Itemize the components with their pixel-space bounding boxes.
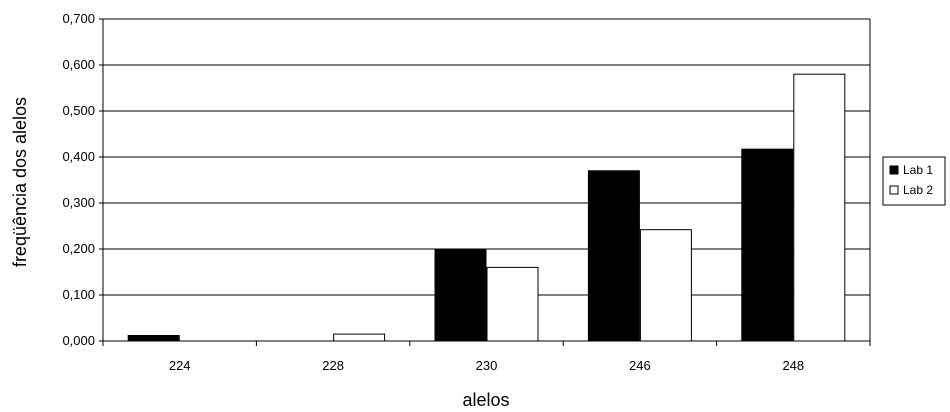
bar-lab-1-248 xyxy=(741,148,794,342)
y-tick-labels: 0,000 0,100 0,200 0,300 0,400 0,500 0,600 0,700 xyxy=(62,11,103,348)
y-tick-label: 0,600 xyxy=(62,57,95,72)
bar-lab-2-230 xyxy=(486,266,539,342)
bars xyxy=(127,73,846,342)
y-tick-label: 0,000 xyxy=(62,333,95,348)
x-tick-label: 228 xyxy=(322,358,344,373)
y-tick-label: 0,400 xyxy=(62,149,95,164)
y-axis-title: freqüência dos alelos xyxy=(10,97,30,267)
x-tick-labels: 224 228 230 246 248 xyxy=(102,341,871,373)
legend-label-lab-2: Lab 2 xyxy=(903,183,933,197)
x-axis-title: alelos xyxy=(462,390,509,410)
legend-swatch-lab-2 xyxy=(889,185,899,195)
x-tick-label: 230 xyxy=(476,358,498,373)
gridlines xyxy=(103,18,870,296)
legend-swatch-lab-1 xyxy=(889,165,899,175)
bar-lab-2-228 xyxy=(333,333,386,342)
y-tick-label: 0,700 xyxy=(62,11,95,26)
x-tick-label: 224 xyxy=(169,358,191,373)
bar-lab-1-246 xyxy=(587,170,640,342)
bar-lab-2-248 xyxy=(793,73,846,342)
x-tick-label: 248 xyxy=(782,358,804,373)
y-tick-label: 0,200 xyxy=(62,241,95,256)
legend-frame xyxy=(882,156,946,206)
legend-label-lab-1: Lab 1 xyxy=(903,163,933,177)
bar-lab-2-246 xyxy=(639,229,692,342)
legend: Lab 1 Lab 2 xyxy=(882,156,946,206)
bar-lab-1-224 xyxy=(127,334,180,342)
x-tick-label: 246 xyxy=(629,358,651,373)
y-tick-label: 0,100 xyxy=(62,287,95,302)
axes xyxy=(102,19,871,342)
bar-lab-1-230 xyxy=(434,248,487,342)
y-tick-label: 0,300 xyxy=(62,195,95,210)
y-tick-label: 0,500 xyxy=(62,103,95,118)
